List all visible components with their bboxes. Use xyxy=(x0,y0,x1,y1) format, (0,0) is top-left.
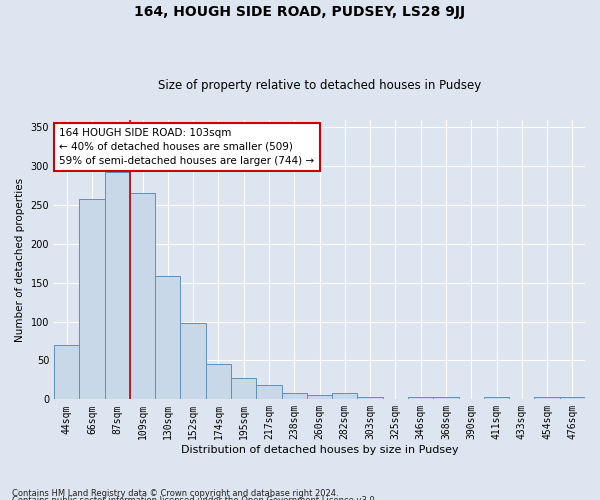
Bar xyxy=(281,393,307,400)
Text: Contains public sector information licensed under the Open Government Licence v3: Contains public sector information licen… xyxy=(12,496,377,500)
Bar xyxy=(206,364,231,400)
Bar xyxy=(433,397,458,400)
Text: 164, HOUGH SIDE ROAD, PUDSEY, LS28 9JJ: 164, HOUGH SIDE ROAD, PUDSEY, LS28 9JJ xyxy=(134,5,466,19)
Bar xyxy=(408,397,433,400)
Bar xyxy=(484,397,509,400)
Bar xyxy=(256,386,281,400)
Bar xyxy=(104,172,130,400)
Text: 164 HOUGH SIDE ROAD: 103sqm
← 40% of detached houses are smaller (509)
59% of se: 164 HOUGH SIDE ROAD: 103sqm ← 40% of det… xyxy=(59,128,314,166)
Bar xyxy=(332,393,358,400)
Bar xyxy=(54,345,79,400)
X-axis label: Distribution of detached houses by size in Pudsey: Distribution of detached houses by size … xyxy=(181,445,458,455)
Bar xyxy=(231,378,256,400)
Bar xyxy=(181,323,206,400)
Bar xyxy=(358,397,383,400)
Y-axis label: Number of detached properties: Number of detached properties xyxy=(15,178,25,342)
Bar xyxy=(155,276,181,400)
Bar xyxy=(307,394,332,400)
Bar xyxy=(79,199,104,400)
Bar xyxy=(535,397,560,400)
Text: Contains HM Land Registry data © Crown copyright and database right 2024.: Contains HM Land Registry data © Crown c… xyxy=(12,488,338,498)
Title: Size of property relative to detached houses in Pudsey: Size of property relative to detached ho… xyxy=(158,79,481,92)
Bar xyxy=(560,397,585,400)
Bar xyxy=(130,194,155,400)
